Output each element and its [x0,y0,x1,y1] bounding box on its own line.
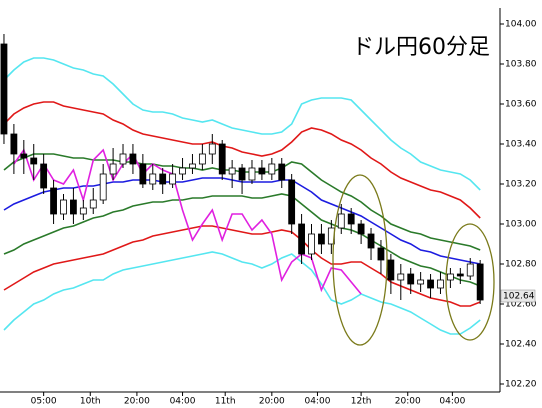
x-tick-label: 20:00 [259,397,285,407]
candle-body [189,163,196,169]
candle-body [238,167,246,181]
candle-body [278,163,286,181]
indicator-line [3,251,481,335]
y-tick-label: 104.00 [505,20,537,30]
y-tick-label: 103.20 [505,180,537,190]
candle-body [119,153,127,165]
x-tick-label: 04:00 [439,397,465,407]
candle-body [387,259,395,281]
candle-body [258,167,266,175]
indicator-line [3,193,481,287]
candle-body [397,273,405,281]
candle-body [30,157,38,165]
candle-body [298,223,305,255]
candle-body [367,233,375,249]
candle-body [337,213,345,229]
indicator-line [3,57,481,191]
candle-body [99,173,107,201]
x-tick-label: 05:00 [31,397,57,407]
candle-body [466,263,474,277]
x-tick-label: 12th [351,397,372,407]
highlight-ellipse [332,174,388,346]
y-tick-label: 102.40 [505,340,537,350]
last-price-label: 102.64 [503,292,535,302]
y-tick-label: 102.20 [505,380,537,390]
candle-body [20,153,28,159]
candle-body [89,199,97,209]
highlight-ellipse [445,223,495,341]
last-price-box [500,289,536,303]
candle-body [318,233,325,245]
candle-body [377,247,385,261]
candle-body [149,173,157,185]
candle-body [407,273,415,285]
candle-body [427,279,434,289]
candle-body [40,163,48,189]
candle-body [169,173,177,185]
candle-body [308,233,315,255]
candle-body [476,263,484,301]
chart-title: ドル円60分足 [352,35,490,60]
indicator-line [3,101,481,219]
candle-body [129,153,137,165]
candle-body [357,223,365,235]
candle-body [109,163,117,175]
x-tick-label: 20:00 [124,397,150,407]
candle-body [347,213,355,225]
candle-body [139,163,147,185]
y-tick-label: 103.80 [505,60,537,70]
candle-body [70,199,77,215]
x-tick-label: 20:00 [395,397,421,407]
candle-body [198,153,206,165]
candle-body [159,173,167,185]
x-tick-label: 04:00 [304,397,330,407]
candle-body [268,163,276,175]
candle-body [60,199,67,215]
y-tick-label: 103.40 [505,140,537,150]
candle-body [437,279,444,289]
candle-body [248,167,256,181]
candle-body [208,143,216,155]
candle-body [50,187,57,215]
y-tick-label: 102.80 [505,260,537,270]
x-tick-label: 11th [215,397,236,407]
candle-body [228,167,236,175]
candle-body [79,207,87,215]
x-tick-label: 04:00 [170,397,196,407]
candle-body [10,133,18,155]
candle-body [179,167,186,175]
y-tick-label: 103.60 [505,100,537,110]
candle-body [218,143,226,175]
y-tick-label: 102.60 [505,300,537,310]
x-tick-label: 10th [80,397,101,407]
candle-body [417,279,425,285]
y-tick-label: 103.00 [505,220,537,230]
candle-body [288,179,296,225]
candle-body [0,43,8,135]
candle-body [456,273,464,277]
candle-body [446,273,454,281]
indicator-line [13,148,362,295]
